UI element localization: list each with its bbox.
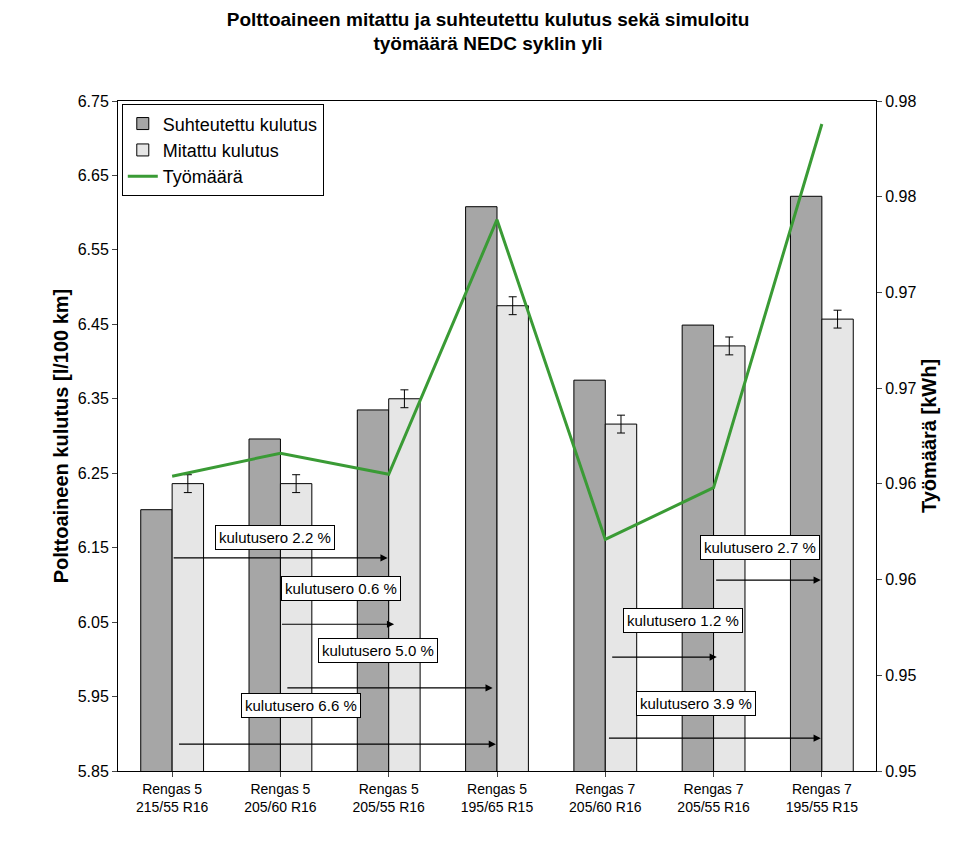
- svg-text:Rengas 7195/55 R15: Rengas 7195/55 R15: [786, 781, 859, 815]
- svg-text:5.85: 5.85: [78, 763, 109, 780]
- svg-text:6.05: 6.05: [78, 614, 109, 631]
- svg-text:0.95: 0.95: [885, 667, 916, 684]
- svg-text:kulutusero 0.6 %: kulutusero 0.6 %: [285, 580, 397, 597]
- svg-text:kulutusero 1.2 %: kulutusero 1.2 %: [627, 612, 739, 629]
- svg-text:kulutusero 6.6 %: kulutusero 6.6 %: [245, 697, 357, 714]
- svg-text:0.95: 0.95: [885, 763, 916, 780]
- svg-text:0.96: 0.96: [885, 571, 916, 588]
- svg-text:Suhteutettu kulutus: Suhteutettu kulutus: [163, 115, 317, 135]
- svg-text:Työmäärä: Työmäärä: [163, 167, 244, 187]
- svg-text:Mitattu kulutus: Mitattu kulutus: [163, 141, 279, 161]
- svg-text:0.98: 0.98: [885, 93, 916, 110]
- svg-text:6.25: 6.25: [78, 465, 109, 482]
- svg-text:6.35: 6.35: [78, 390, 109, 407]
- svg-text:0.98: 0.98: [885, 188, 916, 205]
- svg-text:kulutusero 2.2 %: kulutusero 2.2 %: [219, 529, 331, 546]
- svg-text:6.55: 6.55: [78, 241, 109, 258]
- svg-text:Rengas 5205/55 R16: Rengas 5205/55 R16: [353, 781, 426, 815]
- svg-text:0.96: 0.96: [885, 475, 916, 492]
- svg-text:6.45: 6.45: [78, 316, 109, 333]
- svg-text:kulutusero 3.9 %: kulutusero 3.9 %: [640, 695, 752, 712]
- svg-text:0.97: 0.97: [885, 380, 916, 397]
- svg-text:6.15: 6.15: [78, 539, 109, 556]
- svg-text:6.65: 6.65: [78, 167, 109, 184]
- svg-text:kulutusero 5.0 %: kulutusero 5.0 %: [322, 642, 434, 659]
- svg-text:Työmäärä [kWh]: Työmäärä [kWh]: [918, 359, 940, 513]
- svg-text:Polttoaineen kulutus [l/100 km: Polttoaineen kulutus [l/100 km]: [50, 289, 72, 584]
- svg-text:Rengas 5215/55 R16: Rengas 5215/55 R16: [136, 781, 209, 815]
- svg-text:Polttoaineen mitattu ja suhteu: Polttoaineen mitattu ja suhteutettu kulu…: [227, 9, 750, 55]
- svg-text:Rengas 5205/60 R16: Rengas 5205/60 R16: [244, 781, 317, 815]
- svg-text:Rengas 7205/60 R16: Rengas 7205/60 R16: [569, 781, 642, 815]
- svg-text:kulutusero 2.7 %: kulutusero 2.7 %: [704, 539, 816, 556]
- svg-text:Rengas 5195/65 R15: Rengas 5195/65 R15: [461, 781, 534, 815]
- svg-text:5.95: 5.95: [78, 688, 109, 705]
- svg-text:Rengas 7205/55 R16: Rengas 7205/55 R16: [677, 781, 750, 815]
- svg-text:0.97: 0.97: [885, 284, 916, 301]
- svg-text:6.75: 6.75: [78, 93, 109, 110]
